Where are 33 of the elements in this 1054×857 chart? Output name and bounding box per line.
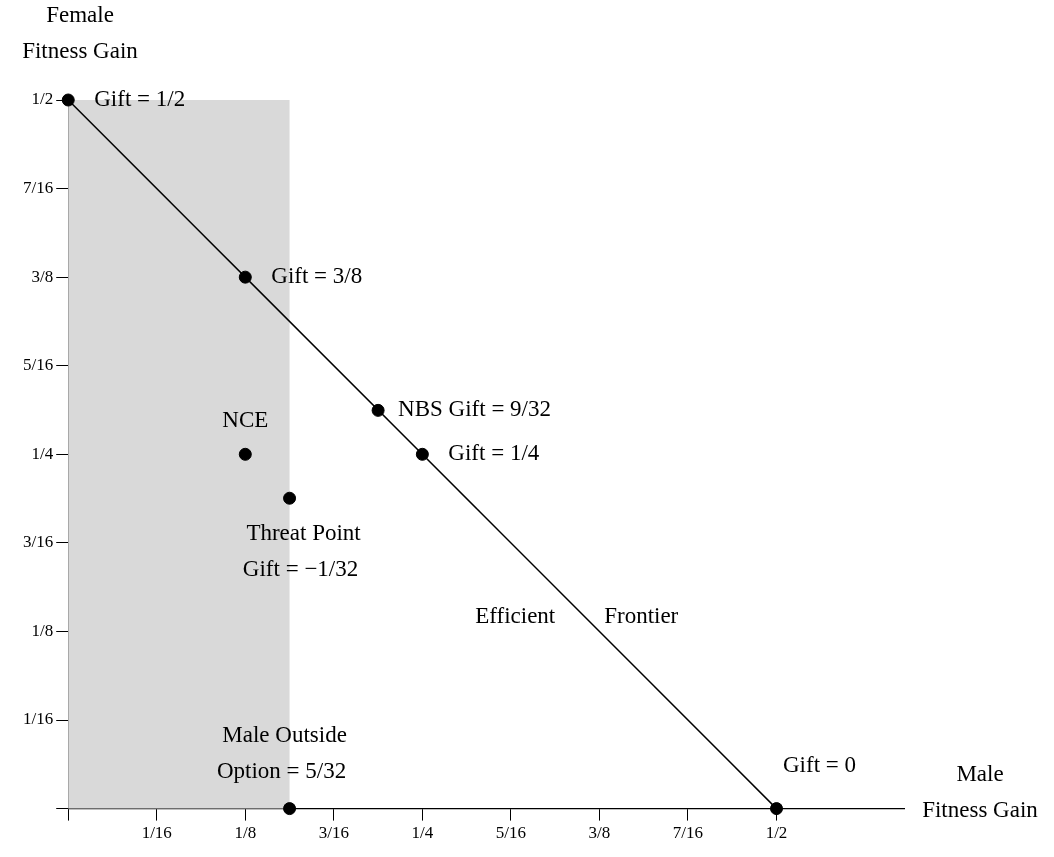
y-tick-label: 1/8 <box>31 620 54 640</box>
x-tick-label: 1/8 <box>234 823 257 843</box>
annotation: Frontier <box>604 603 679 629</box>
annotation: Efficient <box>475 603 556 629</box>
y-tick-label: 1/2 <box>31 89 54 109</box>
y-tick-label: 7/16 <box>22 178 54 198</box>
y-tick-label: 3/16 <box>22 532 54 552</box>
y-axis-title: Female Fitness Gain <box>22 2 139 64</box>
y-tick-label: 1/16 <box>22 709 54 729</box>
x-tick-label: 3/8 <box>588 823 611 843</box>
x-tick-label: 7/16 <box>672 823 704 843</box>
annotation: NCE <box>222 407 269 433</box>
annotation: Gift = 0 <box>782 751 857 777</box>
annotation: Gift = 3/8 <box>271 263 363 289</box>
annotation: NBS Gift = 9/32 <box>398 396 551 422</box>
x-tick-label: 5/16 <box>495 823 527 843</box>
x-tick-label: 1/4 <box>411 823 434 843</box>
annotation: Gift = 1/2 <box>94 86 186 112</box>
annotation: Gift = 1/4 <box>448 440 540 466</box>
point <box>283 802 297 816</box>
point <box>61 93 75 107</box>
y-tick-label: 5/16 <box>22 355 54 375</box>
point <box>283 491 297 505</box>
y-tick-label: 1/4 <box>31 443 54 463</box>
y-tick-label: 3/8 <box>31 266 54 286</box>
point <box>770 802 784 816</box>
annotation: Threat Point Gift = −1/32 <box>242 520 362 582</box>
x-axis-title: Male Fitness Gain <box>922 761 1039 823</box>
x-tick-label: 3/16 <box>318 823 349 843</box>
x-tick-label: 1/16 <box>141 823 172 843</box>
point <box>238 447 252 461</box>
annotation: Male Outside Option = 5/32 <box>216 721 347 783</box>
x-tick-label: 1/2 <box>765 823 788 843</box>
